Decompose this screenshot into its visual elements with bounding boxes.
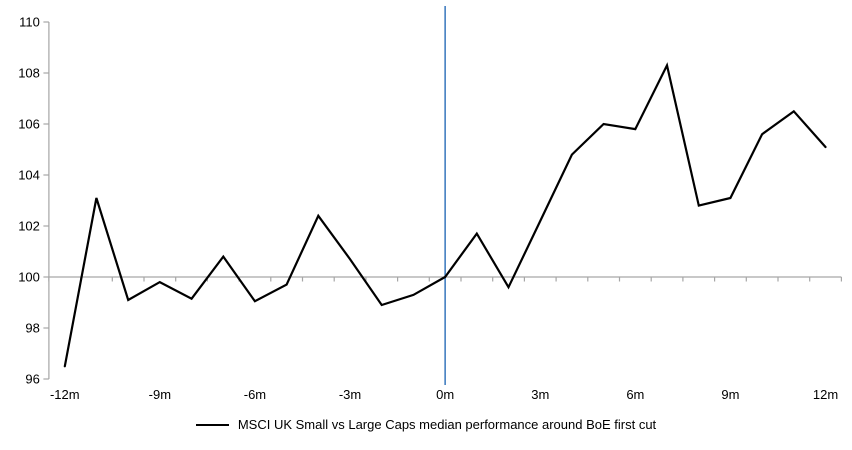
y-axis: 96 98 100 102 104 106 108 110 bbox=[18, 15, 50, 387]
series-line bbox=[63, 62, 827, 368]
y-axis-tick-label: 106 bbox=[18, 117, 40, 132]
y-axis-tick-label: 108 bbox=[18, 66, 40, 81]
x-axis-tick-label: -9m bbox=[149, 387, 171, 402]
y-axis-tick-label: 96 bbox=[25, 372, 39, 387]
x-axis-tick-label: 12m bbox=[813, 387, 838, 402]
x-axis-tick-label: -12m bbox=[50, 387, 80, 402]
x-axis-tick-label: -6m bbox=[244, 387, 266, 402]
x-axis-tick-label: 6m bbox=[626, 387, 644, 402]
y-axis-tick-label: 104 bbox=[18, 168, 40, 183]
x-axis-tick-label: 0m bbox=[436, 387, 454, 402]
y-axis-tick-label: 98 bbox=[25, 321, 39, 336]
legend: MSCI UK Small vs Large Caps median perfo… bbox=[0, 417, 852, 432]
x-axis-tick-label: 9m bbox=[721, 387, 739, 402]
y-axis-tick-label: 102 bbox=[18, 219, 40, 234]
series-line-group bbox=[63, 62, 827, 368]
legend-line-swatch bbox=[195, 423, 229, 426]
y-axis-tick-label: 110 bbox=[19, 15, 40, 30]
x-axis-labels: -12m -9m -6m -3m 0m 3m 6m 9m 12m bbox=[50, 387, 838, 402]
x-axis-tick-label: -3m bbox=[339, 387, 361, 402]
y-axis-tick-label: 100 bbox=[18, 270, 40, 285]
legend-label: MSCI UK Small vs Large Caps median perfo… bbox=[237, 417, 657, 432]
x-axis-tick-label: 3m bbox=[531, 387, 549, 402]
